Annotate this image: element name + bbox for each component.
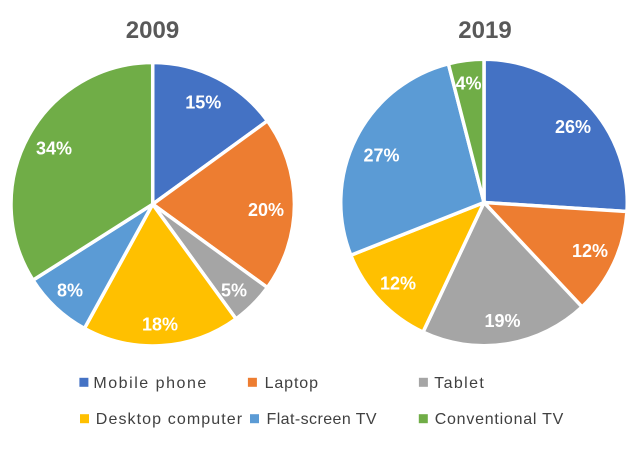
svg-text:Laptop: Laptop <box>265 375 318 392</box>
svg-text:26%: 26% <box>555 117 591 137</box>
svg-text:Mobile phone: Mobile phone <box>93 375 206 392</box>
svg-text:2019: 2019 <box>458 17 511 44</box>
svg-text:19%: 19% <box>484 311 520 331</box>
svg-text:15%: 15% <box>185 93 221 113</box>
svg-text:12%: 12% <box>380 274 416 294</box>
svg-text:27%: 27% <box>363 146 399 166</box>
svg-text:5%: 5% <box>221 280 247 300</box>
svg-text:8%: 8% <box>57 281 83 301</box>
svg-text:Flat-screen TV: Flat-screen TV <box>267 411 377 428</box>
svg-text:2009: 2009 <box>126 17 179 44</box>
svg-text:20%: 20% <box>248 200 284 220</box>
svg-text:34%: 34% <box>36 139 72 159</box>
svg-text:Tablet: Tablet <box>434 375 484 392</box>
svg-text:Conventional TV: Conventional TV <box>435 411 564 428</box>
svg-text:18%: 18% <box>142 315 178 335</box>
svg-text:4%: 4% <box>455 74 481 94</box>
svg-text:12%: 12% <box>572 241 608 261</box>
svg-text:Desktop computer: Desktop computer <box>96 411 243 428</box>
